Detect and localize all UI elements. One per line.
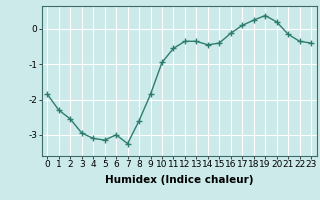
- X-axis label: Humidex (Indice chaleur): Humidex (Indice chaleur): [105, 175, 253, 185]
